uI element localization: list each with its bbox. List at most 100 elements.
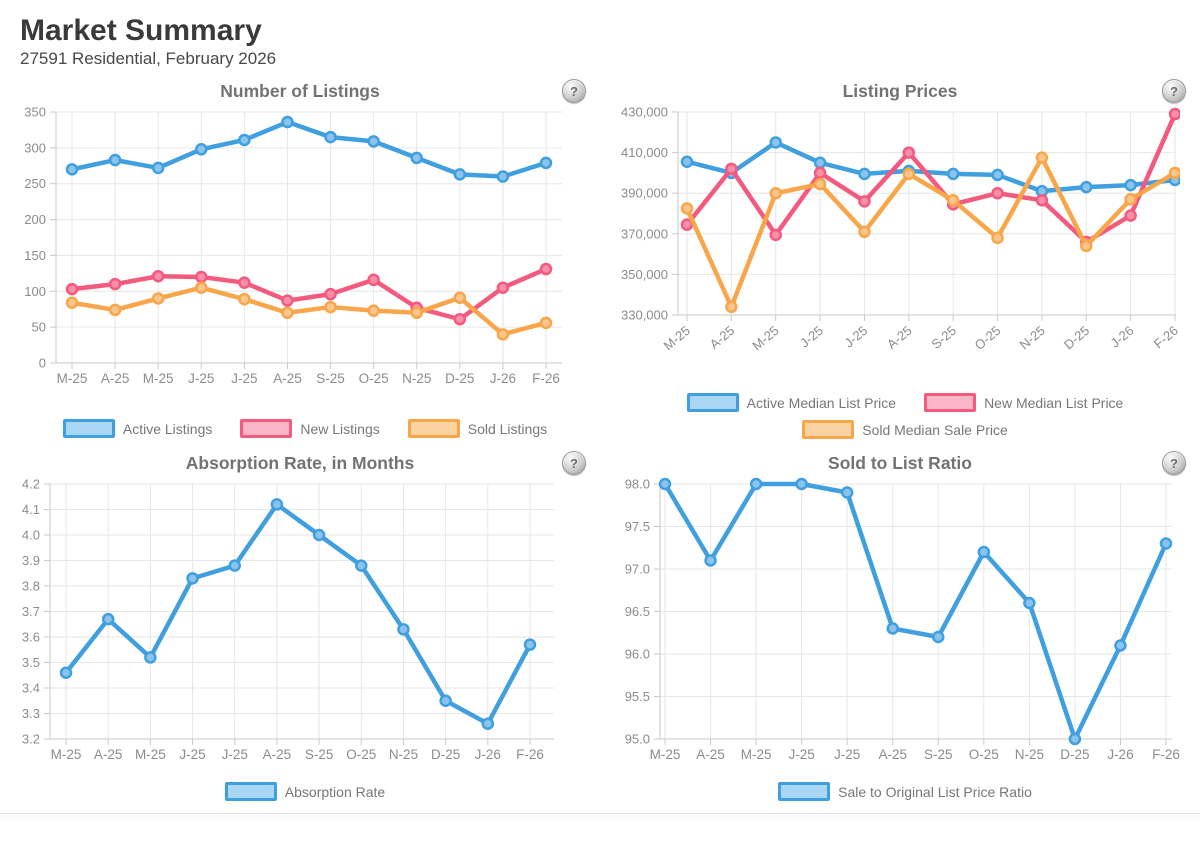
data-point-sold-median-sale-price[interactable]	[1080, 239, 1093, 253]
data-point-sale-to-original-list-price-ratio[interactable]	[658, 477, 672, 491]
data-point-sold-median-sale-price[interactable]	[680, 202, 694, 215]
data-point-sold-median-sale-price[interactable]	[1035, 151, 1049, 164]
chart-canvas-number-of-listings[interactable]: 350 300 250 200 150 100 50 0 M-25 A-25 M-25 J-25 J-2…	[20, 104, 580, 409]
data-point-new-median-list-price[interactable]	[813, 166, 827, 180]
data-point-new-listings[interactable]	[496, 281, 510, 294]
data-point-new-listings[interactable]	[539, 262, 553, 276]
data-point-new-listings[interactable]	[65, 282, 79, 296]
data-point-new-listings[interactable]	[324, 287, 337, 301]
data-point-new-listings[interactable]	[281, 294, 294, 307]
data-point-new-listings[interactable]	[195, 270, 208, 284]
data-point-active-listings[interactable]	[367, 135, 380, 148]
data-point-active-listings[interactable]	[108, 153, 122, 167]
data-point-active-listings[interactable]	[324, 130, 337, 144]
data-point-absorption-rate[interactable]	[397, 623, 410, 636]
data-point-sold-listings[interactable]	[281, 306, 294, 320]
data-point-absorption-rate[interactable]	[228, 559, 241, 572]
data-point-sold-median-sale-price[interactable]	[858, 225, 871, 239]
data-point-sale-to-original-list-price-ratio[interactable]	[795, 477, 808, 491]
data-point-absorption-rate[interactable]	[312, 528, 326, 542]
data-point-sale-to-original-list-price-ratio[interactable]	[1114, 639, 1127, 652]
data-point-new-median-list-price[interactable]	[902, 146, 916, 159]
data-point-active-listings[interactable]	[496, 170, 510, 183]
data-point-sold-median-sale-price[interactable]	[991, 231, 1004, 245]
data-point-active-median-list-price[interactable]	[946, 167, 960, 181]
data-point-active-listings[interactable]	[410, 151, 423, 165]
data-point-sale-to-original-list-price-ratio[interactable]	[1068, 732, 1082, 746]
data-point-absorption-rate[interactable]	[101, 612, 115, 626]
data-point-sold-median-sale-price[interactable]	[725, 300, 738, 314]
data-point-absorption-rate[interactable]	[270, 498, 284, 511]
data-point-sold-median-sale-price[interactable]	[946, 194, 960, 207]
data-point-sold-listings[interactable]	[453, 291, 467, 304]
data-point-absorption-rate[interactable]	[439, 694, 452, 707]
help-icon[interactable]: ?	[562, 451, 586, 475]
help-icon[interactable]: ?	[1162, 79, 1186, 103]
data-point-sale-to-original-list-price-ratio[interactable]	[1023, 596, 1036, 610]
help-icon[interactable]: ?	[562, 79, 586, 103]
data-point-active-median-list-price[interactable]	[769, 136, 782, 149]
data-point-active-median-list-price[interactable]	[1080, 180, 1093, 194]
legend-item-sold-listings[interactable]: Sold Listings	[407, 419, 547, 438]
data-point-sold-median-sale-price[interactable]	[769, 186, 782, 200]
data-point-new-listings[interactable]	[108, 277, 122, 291]
data-point-active-median-list-price[interactable]	[858, 167, 871, 181]
data-point-active-median-list-price[interactable]	[680, 155, 694, 168]
legend-item-active-listings[interactable]: Active Listings	[62, 419, 212, 438]
data-point-absorption-rate[interactable]	[355, 559, 368, 572]
legend-item-new-listings[interactable]: New Listings	[240, 419, 380, 438]
data-point-sale-to-original-list-price-ratio[interactable]	[840, 486, 854, 499]
data-point-sale-to-original-list-price-ratio[interactable]	[977, 545, 991, 559]
data-point-new-listings[interactable]	[453, 313, 467, 326]
data-point-new-median-list-price[interactable]	[1035, 194, 1049, 207]
data-point-new-median-list-price[interactable]	[725, 162, 738, 176]
data-point-sold-median-sale-price[interactable]	[1124, 193, 1137, 206]
data-point-absorption-rate[interactable]	[59, 666, 73, 679]
data-point-active-listings[interactable]	[453, 168, 467, 181]
data-point-sold-listings[interactable]	[410, 306, 423, 320]
data-point-sold-listings[interactable]	[238, 292, 251, 306]
data-point-absorption-rate[interactable]	[481, 717, 495, 730]
data-point-new-listings[interactable]	[367, 273, 380, 287]
data-point-sale-to-original-list-price-ratio[interactable]	[932, 630, 945, 644]
data-point-absorption-rate[interactable]	[144, 651, 157, 664]
chart-canvas-sold-to-list-ratio[interactable]: 98.097.597.096.596.095.595.0M-25 A-25 M-25…	[620, 476, 1180, 776]
help-icon[interactable]: ?	[1162, 451, 1186, 475]
data-point-sale-to-original-list-price-ratio[interactable]	[886, 622, 899, 635]
data-point-sold-listings[interactable]	[108, 303, 122, 317]
data-point-sold-listings[interactable]	[65, 296, 79, 310]
data-point-new-median-list-price[interactable]	[1124, 209, 1137, 222]
data-point-active-listings[interactable]	[195, 143, 208, 156]
data-point-active-median-list-price[interactable]	[1124, 178, 1137, 192]
data-point-absorption-rate[interactable]	[523, 638, 537, 651]
legend-item-new-median-list-price[interactable]: New Median List Price	[924, 393, 1123, 412]
legend-item-active-median-list-price[interactable]: Active Median List Price	[686, 393, 896, 412]
data-point-new-median-list-price[interactable]	[858, 195, 871, 208]
data-point-absorption-rate[interactable]	[186, 572, 199, 585]
chart-canvas-absorption-rate[interactable]: 4.2 4.1 4.0 3.9 3.8 3.7 3.6 3.5 3.4 3.3 3.2 M-25 A-2…	[20, 476, 580, 776]
data-point-sold-listings[interactable]	[367, 304, 380, 317]
legend-item-sale-to-original-list-price-ratio[interactable]: Sale to Original List Price Ratio	[778, 782, 1032, 801]
data-point-active-listings[interactable]	[65, 163, 79, 176]
data-point-sold-listings[interactable]	[324, 300, 337, 314]
data-point-active-median-list-price[interactable]	[813, 156, 827, 169]
data-point-sale-to-original-list-price-ratio[interactable]	[749, 477, 763, 491]
data-point-new-median-list-price[interactable]	[769, 228, 782, 242]
data-point-sold-listings[interactable]	[539, 316, 553, 330]
data-point-active-listings[interactable]	[539, 156, 553, 170]
data-point-sold-median-sale-price[interactable]	[1168, 166, 1180, 180]
data-point-new-listings[interactable]	[151, 269, 165, 283]
data-point-active-listings[interactable]	[281, 115, 294, 129]
data-point-new-median-list-price[interactable]	[1168, 107, 1180, 121]
data-point-sold-listings[interactable]	[151, 292, 165, 305]
chart-canvas-listing-prices[interactable]: 430,000 410,000 390,000 370,000 350,000 330,0…	[620, 104, 1180, 389]
data-point-sale-to-original-list-price-ratio[interactable]	[704, 554, 717, 567]
data-point-active-listings[interactable]	[238, 133, 251, 147]
data-point-new-median-list-price[interactable]	[991, 186, 1004, 200]
data-point-sold-listings[interactable]	[195, 281, 208, 294]
legend-item-sold-median-sale-price[interactable]: Sold Median Sale Price	[802, 420, 1008, 439]
data-point-sale-to-original-list-price-ratio[interactable]	[1159, 537, 1173, 550]
data-point-new-listings[interactable]	[238, 276, 251, 289]
data-point-sold-listings[interactable]	[496, 328, 510, 341]
data-point-sold-median-sale-price[interactable]	[813, 177, 827, 191]
